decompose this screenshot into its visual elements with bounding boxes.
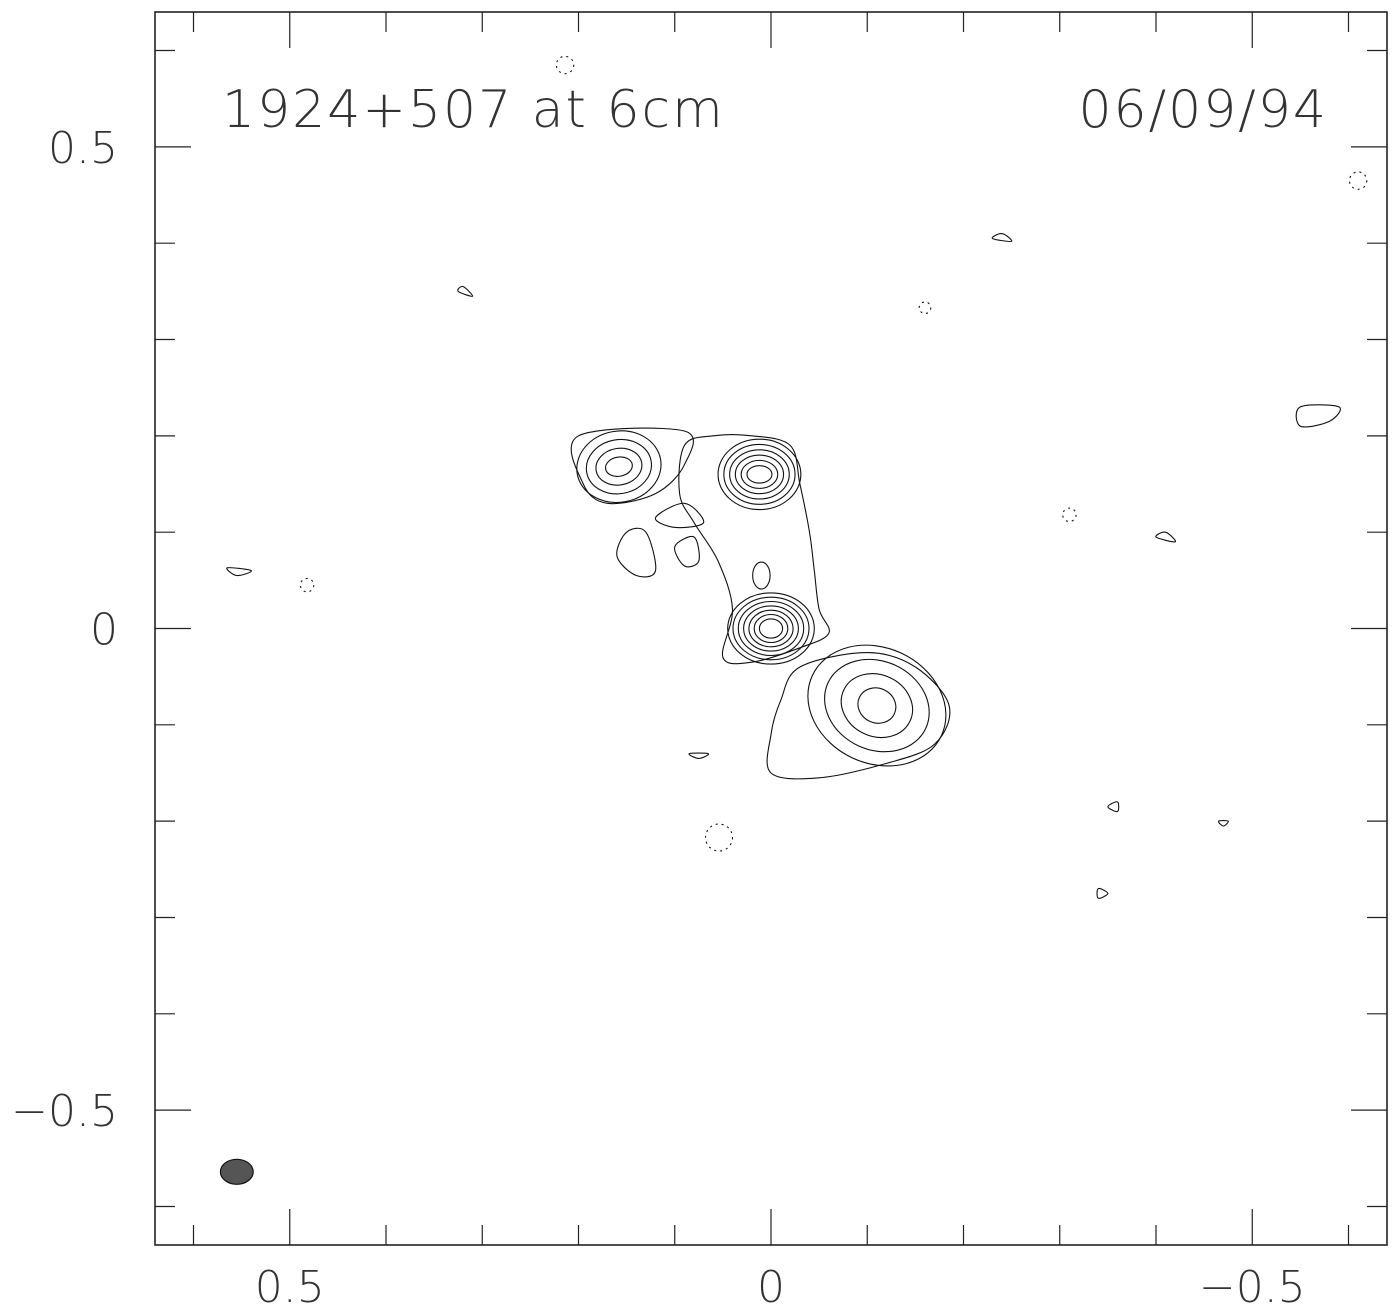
contour-knot-nw — [604, 456, 633, 477]
contour-negative — [555, 55, 575, 75]
contour-core — [758, 618, 784, 639]
chart-title: 1924+507 at 6cm — [222, 80, 725, 140]
contour-island — [226, 567, 252, 577]
contour-island — [1217, 820, 1229, 827]
contour-knot-n — [729, 449, 790, 500]
contour-knot-se — [840, 673, 914, 739]
contour-island — [1295, 404, 1341, 428]
contour-core — [748, 609, 794, 648]
contour-island — [688, 752, 710, 760]
x-tick-label: 0.5 — [255, 1262, 325, 1313]
contour-knot-mid — [752, 561, 771, 590]
contour-island — [616, 527, 657, 578]
contour-outer — [678, 434, 830, 665]
beam-ellipse — [219, 1158, 254, 1185]
contour-core — [737, 600, 805, 657]
contour-knot-n — [740, 459, 779, 489]
contour-island — [1107, 801, 1120, 813]
contour-knot-n — [723, 443, 796, 505]
contour-negative — [1062, 507, 1077, 523]
contour-core — [743, 605, 799, 652]
contour-knot-nw — [595, 447, 643, 486]
contour-knot-n — [717, 438, 802, 511]
contour-knot-n — [746, 465, 773, 484]
contour-outer — [766, 652, 951, 780]
contour-island — [674, 535, 700, 568]
contour-island — [654, 502, 705, 529]
contour-outer — [570, 427, 694, 505]
chart-date: 06/09/94 — [1078, 80, 1328, 140]
y-tick-label: 0 — [90, 605, 118, 656]
y-tick-label: 0.5 — [48, 123, 118, 174]
contour-knot-n — [734, 454, 785, 495]
contour-knot-se — [857, 687, 897, 724]
contour-knot-nw — [585, 438, 653, 495]
contour-negative — [918, 301, 932, 315]
axis-ticks — [155, 12, 1387, 1245]
contour-island — [991, 233, 1013, 243]
contour-island — [1096, 887, 1109, 899]
contour-core — [727, 592, 815, 665]
contour-negative — [1348, 171, 1368, 190]
contour-island — [457, 285, 474, 297]
x-tick-label: −0.5 — [1199, 1262, 1306, 1313]
contour-knot-se — [807, 644, 947, 767]
contour-lines — [226, 55, 1368, 899]
x-tick-label: 0 — [757, 1262, 785, 1313]
contour-negative — [299, 577, 315, 593]
contour-negative — [704, 823, 734, 852]
axis-tick-labels: 0.5 0 −0.5 0.5 0 −0.5 — [11, 123, 1306, 1313]
contour-knot-se — [824, 658, 930, 753]
contour-island — [1155, 531, 1177, 543]
contour-knot-nw — [576, 430, 662, 504]
contour-core — [753, 613, 789, 644]
plot-frame — [154, 11, 1388, 1246]
contour-core — [732, 596, 810, 661]
beam-shape — [219, 1158, 254, 1185]
y-tick-label: −0.5 — [11, 1086, 118, 1137]
